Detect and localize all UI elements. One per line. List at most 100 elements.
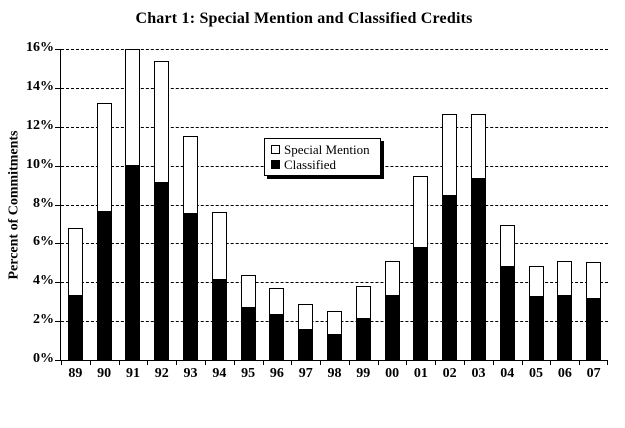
bar-group <box>269 288 285 360</box>
bar-segment-classified <box>384 295 400 360</box>
x-tick-label: 00 <box>385 366 400 381</box>
bar-segment-special-mention <box>240 274 256 308</box>
x-tick-label: 89 <box>68 366 83 381</box>
classified-swatch-icon <box>271 160 280 169</box>
bar-group <box>586 261 602 360</box>
legend-box: Special Mention Classified <box>264 138 381 176</box>
bar-segment-classified <box>442 195 458 360</box>
gridline <box>61 87 608 89</box>
x-tick-label: 07 <box>586 366 601 381</box>
x-tick-label: 93 <box>183 366 198 381</box>
bar-segment-special-mention <box>269 288 285 316</box>
bar-segment-classified <box>96 212 112 360</box>
bar-segment-classified <box>586 298 602 360</box>
legend-item-classified: Classified <box>271 157 370 172</box>
bar-group <box>211 212 227 360</box>
bar-segment-special-mention <box>67 227 83 296</box>
bar-segment-special-mention <box>183 136 199 215</box>
y-tick-label: 8% <box>33 195 54 211</box>
x-axis-tick <box>464 360 466 365</box>
bar-group <box>240 274 256 360</box>
bar-segment-special-mention <box>557 260 573 296</box>
x-tick-label: 92 <box>154 366 169 381</box>
x-axis-tick <box>377 360 379 365</box>
y-axis-title: Percent of Commitments <box>7 130 22 280</box>
bar-group <box>470 114 486 360</box>
bar-segment-special-mention <box>96 103 112 213</box>
bar-segment-classified <box>413 248 429 360</box>
bar-group <box>499 224 515 360</box>
x-axis-tick <box>406 360 408 365</box>
bar-segment-special-mention <box>355 286 371 320</box>
x-axis-tick <box>176 360 178 365</box>
x-tick-label: 01 <box>413 366 428 381</box>
x-tick-label: 91 <box>125 366 140 381</box>
y-axis-tick <box>55 49 61 50</box>
bar-segment-classified <box>470 179 486 360</box>
x-axis-tick <box>320 360 322 365</box>
x-axis-tick <box>607 360 608 365</box>
x-axis-tick <box>61 360 62 365</box>
bar-segment-classified <box>298 329 314 360</box>
plot-area: 0% 2% 4% 6% 8% 10% 12% 14% 16% 89 90 91 92 93 94 95 96 97… <box>26 40 608 381</box>
bar-group <box>96 103 112 360</box>
x-tick-label: 97 <box>298 366 313 381</box>
x-tick-label: 95 <box>241 366 256 381</box>
bar-segment-special-mention <box>125 49 141 166</box>
bar-group <box>67 227 83 360</box>
x-tick-label: 04 <box>500 366 515 381</box>
x-axis-tick <box>233 360 235 365</box>
y-axis-tick <box>55 321 61 323</box>
bar-segment-classified <box>183 214 199 360</box>
bar-group <box>442 114 458 360</box>
bar-group <box>413 176 429 360</box>
x-tick-label: 03 <box>471 366 486 381</box>
y-tick-label: 4% <box>33 273 54 289</box>
x-axis-tick <box>204 360 206 365</box>
bar-segment-special-mention <box>298 303 314 330</box>
bar-segment-classified <box>528 296 544 360</box>
special-mention-swatch-icon <box>271 145 280 154</box>
bar-segment-classified <box>269 315 285 360</box>
x-axis-tick <box>118 360 120 365</box>
x-tick-label: 94 <box>212 366 227 381</box>
bar-segment-special-mention <box>499 224 515 267</box>
bar-segment-special-mention <box>384 260 400 296</box>
bar-segment-special-mention <box>442 114 458 196</box>
y-tick-label: 6% <box>33 234 54 250</box>
y-axis-tick <box>55 87 61 89</box>
bar-segment-classified <box>355 319 371 360</box>
bar-group <box>528 265 544 360</box>
bar-group <box>183 136 199 360</box>
bar-group <box>384 260 400 360</box>
legend-label: Special Mention <box>284 142 370 157</box>
bar-segment-classified <box>557 295 573 360</box>
x-tick-label: 05 <box>529 366 544 381</box>
bar-segment-classified <box>125 165 141 360</box>
x-axis-tick <box>492 360 494 365</box>
y-axis-tick <box>55 165 61 167</box>
x-tick-label: 96 <box>269 366 284 381</box>
y-tick-label: 16% <box>26 40 54 56</box>
y-axis-tick <box>55 243 61 245</box>
x-axis-tick <box>579 360 581 365</box>
y-axis-tick <box>55 204 61 206</box>
y-axis-tick <box>55 126 61 128</box>
bar-segment-classified <box>67 295 83 360</box>
bar-segment-special-mention <box>154 60 170 184</box>
x-tick-label: 06 <box>557 366 572 381</box>
bar-segment-classified <box>499 266 515 360</box>
y-tick-label: 14% <box>26 79 54 95</box>
x-axis-tick <box>291 360 293 365</box>
gridline <box>61 49 608 50</box>
bar-segment-special-mention <box>586 261 602 299</box>
bar-group <box>557 260 573 360</box>
x-axis-tick <box>262 360 264 365</box>
x-axis-tick <box>435 360 437 365</box>
bar-segment-classified <box>211 280 227 360</box>
bar-group <box>355 286 371 360</box>
gridline <box>61 282 608 284</box>
bar-segment-special-mention <box>211 212 227 281</box>
legend-item-special-mention: Special Mention <box>271 142 370 157</box>
